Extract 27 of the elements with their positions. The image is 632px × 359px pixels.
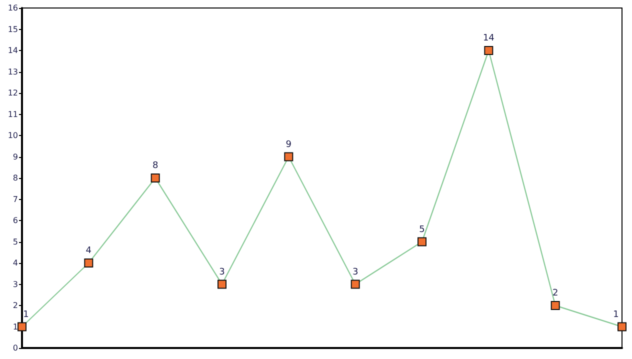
- data-label: 14: [482, 34, 495, 44]
- data-label: 1: [613, 310, 619, 320]
- y-tick-label: 13: [8, 67, 18, 76]
- y-tick-label: 16: [8, 4, 18, 12]
- data-label: 3: [219, 267, 225, 278]
- y-tick-label: 3: [12, 280, 18, 289]
- y-tick-label: 7: [12, 194, 18, 204]
- y-tick-label: 12: [8, 88, 18, 98]
- y-tick-label: 5: [12, 237, 18, 246]
- data-label: 1: [23, 310, 29, 320]
- y-tick-label: 14: [8, 46, 18, 55]
- y-tick-label: 11: [8, 110, 18, 119]
- y-tick-label: 8: [12, 174, 18, 182]
- data-label: 3: [352, 267, 358, 278]
- data-label: 4: [86, 246, 92, 256]
- y-tick-label: 4: [12, 258, 18, 268]
- data-label: 2: [552, 288, 558, 298]
- y-tick-label: 15: [8, 24, 18, 34]
- y-tick-label: 2: [12, 301, 18, 310]
- y-tick-label: 10: [8, 131, 18, 140]
- y-tick-label: 0: [12, 344, 18, 352]
- data-label: 5: [419, 224, 425, 235]
- data-label: 8: [152, 161, 158, 171]
- y-tick-label: 1: [12, 322, 18, 332]
- y-tick-label: 6: [12, 216, 18, 225]
- data-label: 9: [286, 140, 292, 150]
- y-tick-label: 9: [12, 152, 18, 162]
